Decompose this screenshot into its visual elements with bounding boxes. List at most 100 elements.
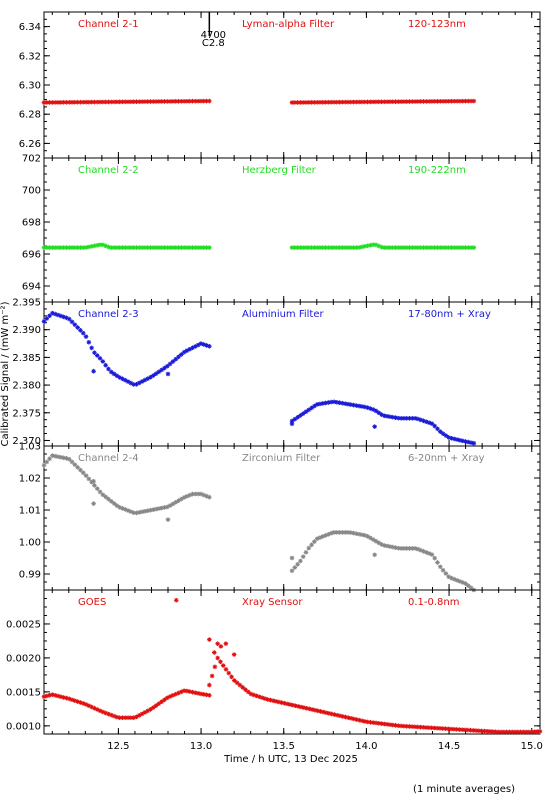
goes-data-point — [407, 724, 412, 729]
channel-2-4-data-point — [404, 546, 410, 551]
goes-data-point — [365, 719, 371, 725]
channel-2-4-data-point — [72, 462, 78, 467]
goes-data-point — [382, 721, 387, 727]
channel-2-2-data-point — [184, 245, 190, 250]
channel-2-4-frame — [43, 445, 541, 591]
channel-2-1-data-point — [348, 99, 354, 105]
channel-2-3-data-point — [379, 412, 384, 417]
goes-data-point — [376, 721, 382, 726]
channel-2-4-data-point — [108, 498, 114, 504]
channel-2-2-data-point — [426, 245, 432, 250]
channel-2-1-data-point — [41, 100, 47, 105]
channel-2-1-data-point — [179, 99, 184, 104]
channel-2-1-data-point — [373, 99, 379, 105]
channel-2-1-data-point — [78, 99, 83, 105]
channel-2-3-data-point — [393, 415, 398, 420]
channel-2-3-data-point — [412, 416, 418, 421]
channel-2-2-data-point — [187, 245, 193, 250]
goes-data-point — [329, 711, 334, 717]
channel-2-4-data-point — [184, 493, 190, 499]
channel-2-4-data-point — [120, 506, 125, 511]
channel-2-2-data-point — [97, 242, 103, 248]
goes-data-point — [232, 678, 237, 683]
channel-2-4-data-point — [323, 533, 328, 538]
channel-2-4-data-point — [306, 545, 312, 551]
goes-data-point — [50, 692, 55, 697]
goes-data-point — [66, 696, 72, 702]
channel-2-3-data-point — [50, 310, 55, 316]
goes-data-point — [420, 725, 426, 730]
channel-2-2-data-point — [298, 245, 303, 250]
channel-2-1-flare-class: C2.8 — [202, 38, 225, 49]
channel-2-1-data-point — [356, 99, 362, 105]
channel-2-3-data-point — [317, 401, 323, 407]
channel-2-1-data-point — [190, 98, 195, 104]
channel-2-4-data-point — [421, 549, 426, 554]
channel-2-4-data-point — [365, 533, 370, 539]
channel-2-1-data-point — [412, 99, 418, 104]
channel-2-4-data-point — [106, 496, 111, 502]
channel-2-2-data-point — [114, 245, 120, 250]
goes-data-point — [198, 691, 204, 697]
channel-2-2-data-point — [150, 245, 156, 250]
channel-2-1-data-point — [139, 99, 145, 104]
channel-2-3-data-point — [64, 315, 69, 321]
channel-2-2-data-point — [86, 244, 92, 250]
channel-2-1-data-point — [460, 98, 465, 104]
channel-2-4-data-point — [66, 456, 72, 462]
channel-2-3-data-point — [404, 416, 410, 421]
channel-2-4-outlier-point — [91, 501, 96, 506]
channel-2-3-data-point — [415, 416, 421, 422]
goes-data-point — [304, 705, 309, 711]
goes-data-point — [207, 692, 212, 698]
channel-2-2-data-point — [190, 245, 195, 250]
channel-2-3-data-point — [148, 374, 153, 380]
channel-2-4-data-point — [201, 492, 207, 498]
channel-2-1-data-point — [468, 98, 474, 104]
channel-2-2-data-point — [125, 245, 131, 250]
channel-2-2-data-point — [139, 245, 145, 250]
channel-2-2-data-point — [340, 245, 345, 250]
channel-2-1-data-point — [47, 100, 52, 105]
goes-data-point — [345, 715, 351, 720]
channel-2-1-frame — [43, 11, 541, 159]
channel-2-1-data-point — [334, 99, 340, 105]
channel-2-4-data-point — [122, 507, 128, 512]
channel-2-1-data-point — [465, 98, 471, 104]
channel-2-1-data-point — [354, 99, 359, 105]
goes-data-point — [332, 712, 337, 717]
channel-2-4-data-point — [390, 544, 396, 550]
goes-data-point — [301, 705, 307, 710]
goes-outlier-point — [231, 652, 237, 657]
channel-2-1-data-point — [463, 98, 468, 104]
channel-2-4-data-point — [354, 531, 359, 536]
channel-2-3-data-point — [337, 400, 342, 406]
channel-2-4-data-point — [164, 504, 170, 510]
goes-data-point — [193, 690, 198, 696]
goes-data-point — [354, 717, 359, 722]
goes-data-point — [187, 689, 193, 694]
goes-data-point — [290, 702, 295, 708]
channel-2-3-data-point — [136, 380, 142, 386]
channel-2-4-data-point — [334, 530, 340, 535]
channel-2-2-data-point — [435, 245, 440, 250]
channel-2-2-data-point — [384, 245, 390, 250]
x-tick-label: 12.5 — [107, 741, 129, 752]
channel-2-1-data-point — [75, 99, 80, 105]
channel-2-3-ytick-label: 2.390 — [12, 325, 41, 336]
channel-2-1-ytick-label: 6.32 — [19, 51, 41, 62]
channel-2-2-data-point — [465, 245, 471, 250]
channel-2-2-data-point — [463, 245, 468, 250]
channel-2-1-data-point — [58, 100, 64, 105]
channel-2-2-data-point — [295, 245, 300, 250]
channel-2-4-outlier-point — [165, 517, 171, 522]
channel-2-3-data-point — [398, 416, 404, 421]
channel-2-2-data-point — [41, 245, 47, 250]
goes-data-point — [334, 712, 340, 718]
channel-2-3-data-point — [426, 420, 432, 425]
channel-2-4-data-point — [446, 574, 451, 580]
goes-data-point — [393, 723, 398, 728]
channel-2-3-ytick-label: 2.385 — [12, 353, 41, 364]
channel-2-1-data-point — [72, 99, 78, 105]
goes-data-point — [437, 726, 443, 731]
